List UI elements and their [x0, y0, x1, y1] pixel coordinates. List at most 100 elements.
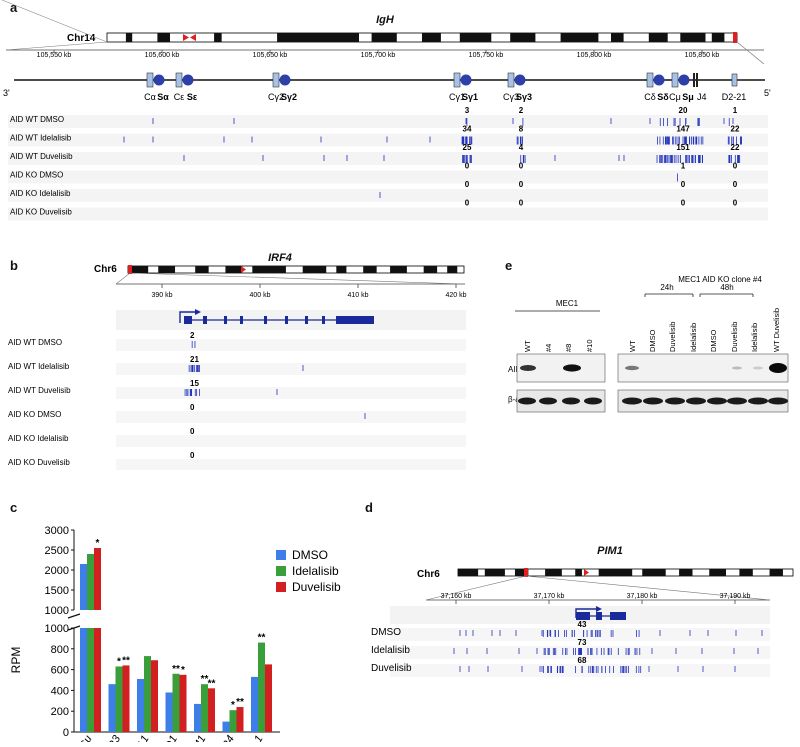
axis-tick-label: 37,190 kb	[720, 593, 751, 600]
panel-a-igh-figure: Chr14 105,550 kb 105,600 kb 105,650 kb 105,…	[0, 0, 800, 245]
track-label: AID WT DMSO	[8, 338, 62, 347]
constant-region-box	[272, 72, 280, 88]
mutation-count: 8	[519, 125, 524, 134]
lane-label: Idelalisib	[750, 323, 759, 352]
significance-mark: **	[172, 664, 180, 675]
panel-e-label: e	[505, 258, 513, 273]
track-background	[8, 133, 768, 147]
y-tick-label: 0	[63, 727, 69, 739]
bar-EEF1A1-DMSO	[137, 678, 144, 732]
switch-region-oval	[653, 74, 665, 86]
track-background	[8, 152, 768, 165]
ideogram-band	[302, 266, 327, 273]
mutation-count: 0	[519, 180, 524, 189]
y-tick-label: 1500	[45, 585, 69, 597]
bar-upper-Sμ-Idelalisib	[87, 554, 94, 610]
panel-d-label: d	[365, 500, 373, 515]
gene-exon	[576, 612, 590, 620]
x-tick-label: PIM1	[185, 734, 208, 743]
mutation-count: 34	[463, 125, 472, 134]
tss-arrow	[179, 311, 195, 323]
lane-label: #8	[564, 344, 573, 352]
gene-exon	[322, 316, 325, 324]
igh-gene-title: IgH	[376, 14, 394, 26]
bar-CCND1-Duvelisib	[179, 674, 187, 732]
blot-band	[625, 365, 639, 371]
constant-region-box	[175, 72, 183, 88]
lane-label: #10	[585, 339, 594, 352]
mutation-count: 3	[465, 106, 470, 115]
axis-tick-label: 400 kb	[249, 292, 270, 299]
locus-switch-label: Sδ	[657, 92, 669, 102]
blot-band	[768, 397, 788, 405]
track-label: DMSO	[371, 627, 401, 638]
ideogram-band	[769, 569, 783, 576]
locus-switch-label: Sγ2	[281, 92, 297, 102]
mutation-count: 0	[465, 162, 470, 171]
mutation-count: 0	[465, 199, 470, 208]
gene-exon	[264, 316, 267, 324]
ideogram-band	[458, 569, 479, 576]
y-tick-label: 2000	[45, 565, 69, 577]
legend-swatch	[276, 582, 286, 592]
ideogram-band	[642, 569, 666, 576]
mutation-count: 151	[676, 143, 690, 152]
mutation-count: 15	[190, 379, 199, 388]
mutation-count: 0	[519, 199, 524, 208]
significance-mark: **	[201, 674, 209, 685]
x-tick-label: RNU6-1	[235, 734, 265, 743]
mutation-count: 0	[190, 427, 195, 436]
ideogram-band	[510, 33, 536, 42]
track-background	[116, 339, 466, 351]
constant-region-box	[453, 72, 461, 88]
bar-CCND1-DMSO	[165, 692, 173, 732]
ideogram-band	[575, 569, 582, 576]
axis-tick-label: 105,650 kb	[253, 52, 288, 59]
y-tick-label: 3000	[45, 525, 69, 537]
genomic-axis: 105,550 kb 105,600 kb 105,650 kb 105,700 kb…	[5, 41, 765, 65]
d-segment-box	[731, 73, 738, 87]
mutation-count: 0	[681, 180, 686, 189]
ideogram-outline	[127, 265, 465, 274]
zoom-line	[129, 272, 465, 285]
centromere-marker	[183, 34, 189, 41]
switch-region-oval	[153, 74, 165, 86]
y-tick-label: 400	[51, 685, 69, 697]
blot-band	[563, 364, 581, 372]
track-background	[8, 115, 768, 128]
switch-region-oval	[279, 74, 291, 86]
ideogram-band	[560, 33, 599, 42]
bar-CXCR4-DMSO	[222, 721, 230, 732]
track-background	[116, 363, 466, 375]
bar-PIM1-Duvelisib	[208, 688, 215, 732]
mutation-count: 2	[190, 331, 195, 340]
mutation-count: 73	[578, 638, 587, 647]
gene-exon	[203, 316, 207, 324]
significance-mark: *	[231, 700, 235, 711]
chart-axes: 1000 1500 2000 2500 3000 0 200 400 600 800 1000	[45, 525, 280, 739]
x-tick-label: CXCR4	[208, 734, 237, 743]
ideogram-band	[484, 569, 505, 576]
locus-gene-label: Cμ	[669, 92, 681, 102]
track-label: AID WT Duvelisib	[10, 152, 73, 161]
mutation-count: 22	[731, 143, 740, 152]
ideogram-band	[680, 33, 706, 42]
axis-tick-label: 105,800 kb	[577, 52, 612, 59]
bar-CYB5R3-DMSO	[108, 684, 116, 732]
gene-model	[390, 606, 770, 624]
constant-region-box	[507, 72, 515, 88]
ideogram-band	[158, 266, 176, 273]
gene-exon	[224, 316, 227, 324]
track-background	[116, 435, 466, 447]
mutation-count: 1	[681, 162, 686, 171]
time-24h: 24h	[660, 283, 673, 292]
mutation-tracks: DMSO 43 Idelalisib 73 Duvelisib 68	[371, 620, 770, 677]
blot-images	[516, 353, 789, 413]
blot-band	[643, 397, 663, 405]
ideogram-band	[739, 569, 753, 576]
x-tick-label: CYB5R3	[91, 733, 123, 742]
mutation-count: 0	[190, 403, 195, 412]
bar-RNU6-1-Idelalisib	[258, 642, 265, 732]
y-tick-label: 200	[51, 706, 69, 718]
